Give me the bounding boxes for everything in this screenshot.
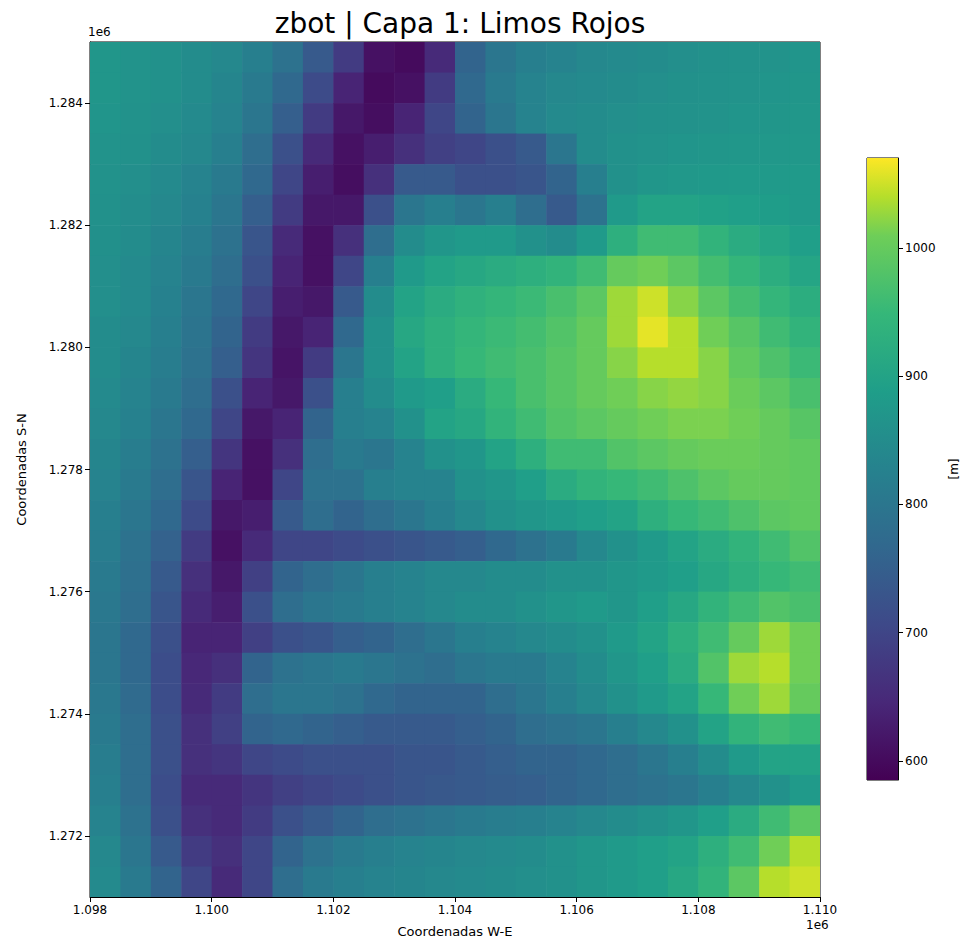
svg-text:1e6: 1e6	[88, 25, 111, 39]
svg-text:Coordenadas W-E: Coordenadas W-E	[398, 924, 513, 939]
svg-text:1000: 1000	[905, 241, 936, 255]
svg-text:700: 700	[905, 626, 928, 640]
svg-text:zbot | Capa 1: Limos Rojos: zbot | Capa 1: Limos Rojos	[275, 7, 646, 40]
svg-text:1.104: 1.104	[438, 903, 472, 917]
svg-text:1.110: 1.110	[803, 903, 837, 917]
svg-text:1.278: 1.278	[49, 463, 83, 477]
svg-text:1.100: 1.100	[194, 903, 228, 917]
svg-text:1.272: 1.272	[49, 829, 83, 843]
svg-text:Coordenadas S-N: Coordenadas S-N	[14, 413, 29, 525]
svg-text:1.106: 1.106	[559, 903, 593, 917]
svg-text:[m]: [m]	[947, 458, 961, 479]
svg-text:1.108: 1.108	[681, 903, 715, 917]
svg-text:1.284: 1.284	[49, 96, 83, 110]
svg-text:1.102: 1.102	[316, 903, 350, 917]
svg-text:1.274: 1.274	[49, 707, 83, 721]
svg-text:800: 800	[905, 497, 928, 511]
svg-text:1e6: 1e6	[806, 918, 829, 932]
svg-text:1.276: 1.276	[49, 585, 83, 599]
svg-text:1.280: 1.280	[49, 340, 83, 354]
svg-text:1.098: 1.098	[73, 903, 107, 917]
svg-text:1.282: 1.282	[49, 218, 83, 232]
svg-text:600: 600	[905, 754, 928, 768]
svg-text:900: 900	[905, 369, 928, 383]
